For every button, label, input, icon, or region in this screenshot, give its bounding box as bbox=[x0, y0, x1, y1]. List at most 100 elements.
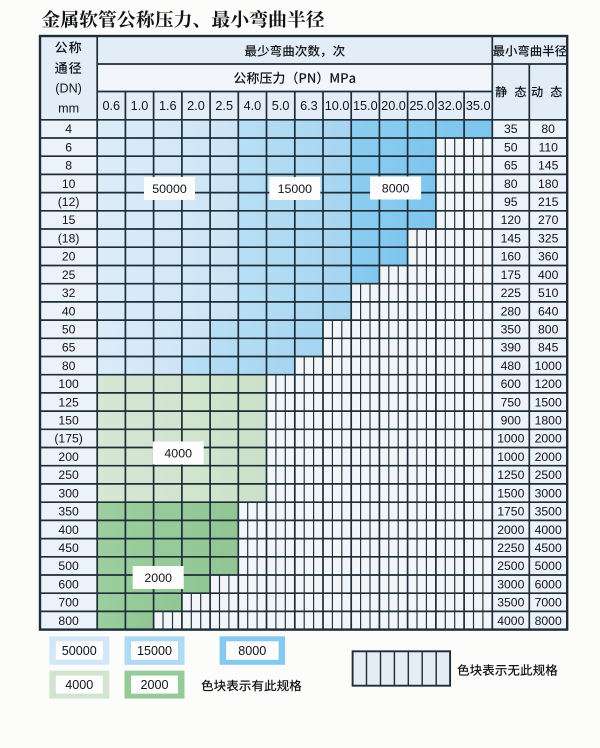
svg-text:5000: 5000 bbox=[535, 559, 562, 573]
svg-text:15: 15 bbox=[62, 213, 76, 227]
svg-text:1750: 1750 bbox=[497, 505, 524, 519]
svg-text:1000: 1000 bbox=[535, 359, 562, 373]
svg-text:80: 80 bbox=[62, 359, 76, 373]
svg-text:3500: 3500 bbox=[497, 596, 524, 610]
svg-text:40: 40 bbox=[62, 304, 76, 318]
svg-text:145: 145 bbox=[501, 231, 522, 245]
svg-text:1500: 1500 bbox=[535, 395, 562, 409]
svg-text:25.0: 25.0 bbox=[409, 99, 434, 113]
svg-text:270: 270 bbox=[538, 213, 559, 227]
svg-text:110: 110 bbox=[538, 140, 558, 154]
svg-text:300: 300 bbox=[58, 486, 79, 500]
svg-text:4500: 4500 bbox=[535, 541, 562, 555]
svg-text:100: 100 bbox=[58, 377, 79, 391]
svg-text:1500: 1500 bbox=[497, 486, 524, 500]
svg-text:50000: 50000 bbox=[62, 644, 97, 658]
svg-text:15.0: 15.0 bbox=[353, 99, 378, 113]
svg-text:10: 10 bbox=[62, 177, 76, 191]
svg-text:350: 350 bbox=[58, 505, 79, 519]
svg-text:8000: 8000 bbox=[382, 181, 410, 195]
svg-text:1.0: 1.0 bbox=[131, 99, 149, 113]
svg-text:400: 400 bbox=[58, 523, 79, 537]
svg-text:4: 4 bbox=[65, 122, 72, 136]
svg-text:(175): (175) bbox=[54, 432, 82, 446]
svg-text:1800: 1800 bbox=[535, 414, 562, 428]
svg-text:215: 215 bbox=[538, 195, 559, 209]
svg-text:4.0: 4.0 bbox=[244, 99, 262, 113]
svg-text:1000: 1000 bbox=[497, 450, 524, 464]
svg-text:8000: 8000 bbox=[238, 644, 266, 658]
svg-text:4000: 4000 bbox=[65, 678, 93, 692]
svg-text:360: 360 bbox=[538, 250, 559, 264]
svg-text:95: 95 bbox=[504, 195, 518, 209]
svg-text:32.0: 32.0 bbox=[438, 99, 463, 113]
svg-text:145: 145 bbox=[538, 159, 559, 173]
svg-text:5.0: 5.0 bbox=[272, 99, 290, 113]
svg-text:80: 80 bbox=[504, 177, 518, 191]
svg-text:845: 845 bbox=[538, 341, 559, 355]
svg-text:150: 150 bbox=[58, 414, 79, 428]
svg-text:2.5: 2.5 bbox=[215, 99, 233, 113]
svg-text:8000: 8000 bbox=[535, 614, 562, 628]
svg-text:mm: mm bbox=[58, 101, 79, 115]
svg-text:2000: 2000 bbox=[535, 450, 562, 464]
svg-text:480: 480 bbox=[501, 359, 522, 373]
svg-text:4000: 4000 bbox=[535, 523, 562, 537]
svg-text:600: 600 bbox=[58, 577, 79, 591]
svg-text:2.0: 2.0 bbox=[187, 99, 205, 113]
svg-text:6.3: 6.3 bbox=[300, 99, 318, 113]
svg-text:25: 25 bbox=[62, 268, 76, 282]
svg-text:900: 900 bbox=[501, 414, 522, 428]
svg-text:35.0: 35.0 bbox=[466, 99, 491, 113]
svg-text:3500: 3500 bbox=[535, 505, 562, 519]
svg-text:35: 35 bbox=[504, 122, 518, 136]
svg-text:750: 750 bbox=[501, 395, 522, 409]
svg-text:15000: 15000 bbox=[137, 644, 172, 658]
svg-text:20.0: 20.0 bbox=[381, 99, 406, 113]
svg-text:3000: 3000 bbox=[535, 486, 562, 500]
svg-text:65: 65 bbox=[504, 159, 518, 173]
svg-text:700: 700 bbox=[58, 596, 79, 610]
svg-text:2250: 2250 bbox=[497, 541, 524, 555]
svg-text:125: 125 bbox=[58, 395, 79, 409]
svg-text:(18): (18) bbox=[58, 231, 80, 245]
svg-text:8: 8 bbox=[65, 159, 72, 173]
svg-text:1250: 1250 bbox=[497, 468, 524, 482]
svg-text:640: 640 bbox=[538, 304, 559, 318]
svg-text:80: 80 bbox=[541, 122, 555, 136]
svg-text:1200: 1200 bbox=[535, 377, 562, 391]
svg-text:325: 325 bbox=[538, 231, 559, 245]
svg-text:65: 65 bbox=[62, 341, 76, 355]
svg-text:180: 180 bbox=[538, 177, 559, 191]
svg-text:0.6: 0.6 bbox=[102, 99, 120, 113]
svg-text:225: 225 bbox=[501, 286, 522, 300]
svg-text:1.6: 1.6 bbox=[159, 99, 177, 113]
svg-text:2500: 2500 bbox=[497, 559, 524, 573]
svg-text:50000: 50000 bbox=[152, 182, 187, 196]
svg-text:6000: 6000 bbox=[535, 577, 562, 591]
svg-text:280: 280 bbox=[501, 304, 522, 318]
svg-text:50: 50 bbox=[504, 140, 518, 154]
svg-text:6: 6 bbox=[65, 140, 72, 154]
svg-text:510: 510 bbox=[538, 286, 559, 300]
svg-text:4000: 4000 bbox=[164, 446, 192, 460]
svg-text:(12): (12) bbox=[58, 195, 80, 209]
svg-text:3000: 3000 bbox=[497, 577, 524, 591]
svg-text:2000: 2000 bbox=[144, 571, 172, 585]
svg-text:50: 50 bbox=[62, 323, 76, 337]
svg-text:7000: 7000 bbox=[535, 596, 562, 610]
svg-text:250: 250 bbox=[58, 468, 79, 482]
svg-text:1000: 1000 bbox=[497, 432, 524, 446]
svg-text:390: 390 bbox=[501, 341, 522, 355]
svg-text:800: 800 bbox=[58, 614, 79, 628]
svg-text:2000: 2000 bbox=[140, 678, 168, 692]
svg-text:350: 350 bbox=[501, 323, 522, 337]
svg-text:4000: 4000 bbox=[497, 614, 524, 628]
svg-text:(DN): (DN) bbox=[55, 82, 82, 96]
svg-text:2500: 2500 bbox=[535, 468, 562, 482]
svg-text:400: 400 bbox=[538, 268, 559, 282]
svg-text:800: 800 bbox=[538, 323, 559, 337]
svg-text:600: 600 bbox=[501, 377, 522, 391]
svg-text:2000: 2000 bbox=[497, 523, 524, 537]
svg-text:20: 20 bbox=[62, 250, 76, 264]
